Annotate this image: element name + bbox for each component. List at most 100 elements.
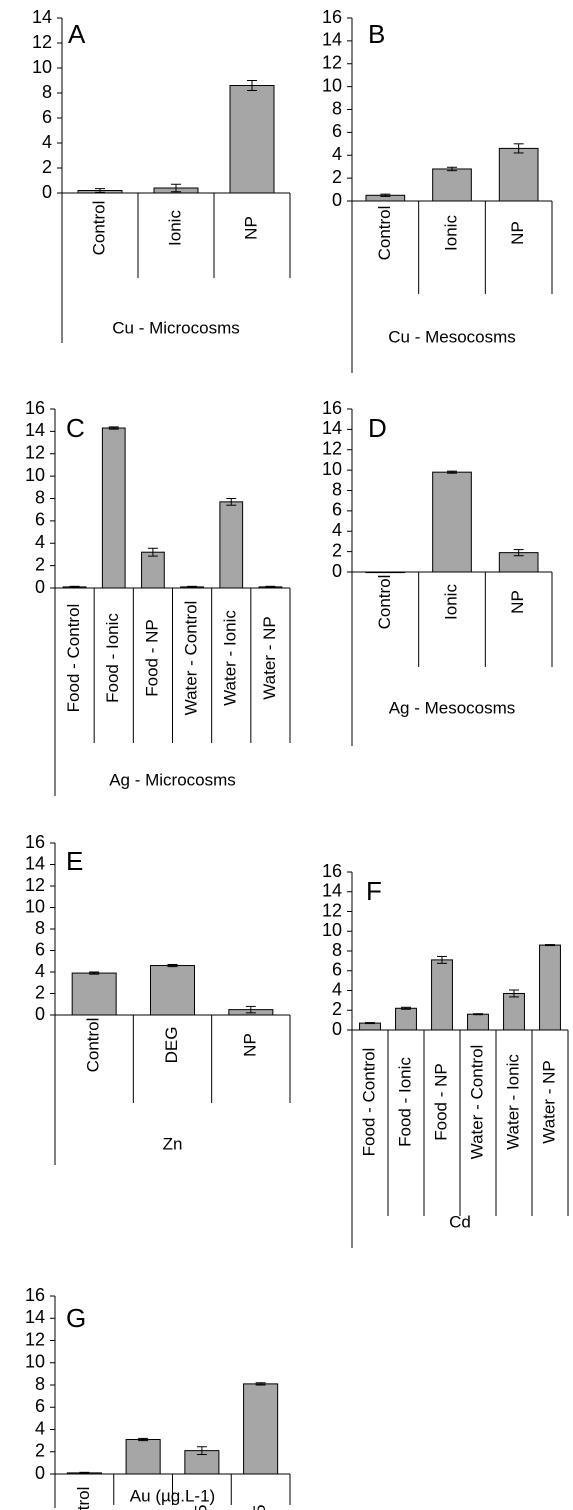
y-tick-label: 12 [25,443,45,463]
category-label: Water - Control [182,601,201,716]
y-tick-label: 12 [322,439,342,459]
group-label: Cu - Mesocosms [388,327,516,346]
y-tick-label: 16 [25,832,45,852]
bar-0 [365,571,406,574]
category-label: 45 [250,1505,269,1510]
y-tick-label: 6 [332,121,342,141]
bar-1 [101,427,126,589]
y-tick-label: 14 [322,881,342,901]
panel-letter-c: C [66,413,85,443]
y-tick-label: 12 [322,900,342,920]
y-tick-label: 12 [322,53,342,73]
y-tick-label: 14 [32,7,52,27]
bar-2 [141,551,165,589]
y-tick-label: 14 [25,853,45,873]
y-tick-label: 16 [25,398,45,418]
y-tick-label: 8 [35,918,45,938]
panel-a: A 0 2 4 6 8 10 12 14 Control Ionic NP Cu - Microcosm… [32,7,291,343]
group-label: Au (µg.L-1) [130,1486,215,1505]
y-tick-label: 16 [322,861,342,881]
y-tick-label: 6 [332,500,342,520]
y-tick-label: 6 [35,510,45,530]
category-label: Control [84,1018,103,1073]
category-label: Water - Control [467,1045,486,1160]
y-tick-label: 14 [25,420,45,440]
y-tick-label: 8 [332,479,342,499]
bar-0 [359,1022,381,1031]
y-tick-label: 12 [25,875,45,895]
y-tick-label: 6 [35,1396,45,1416]
y-tick-label: 10 [322,920,342,940]
panel-letter-g: G [66,1303,86,1333]
bar-0 [71,972,117,1016]
category-label: Control [89,201,108,256]
bar-4 [503,992,525,1031]
y-tick-label: 4 [332,144,342,164]
y-tick-label: 0 [35,1004,45,1024]
category-label: Control [375,206,394,261]
category-label: NP [241,216,260,240]
y-tick-label: 2 [332,999,342,1019]
y-tick-label: 4 [42,132,52,152]
category-label: Water - Ionic [503,1054,522,1150]
category-label: Water - Ionic [221,610,240,706]
y-tick-label: 0 [35,1463,45,1483]
y-tick-label: 16 [322,398,342,418]
y-tick-label: 10 [25,896,45,916]
category-label: NP [508,221,527,245]
bar-1 [432,471,472,573]
y-tick-label: 4 [35,1418,45,1438]
y-tick-label: 4 [332,979,342,999]
y-tick-label: 12 [25,1329,45,1349]
group-label: Ag - Microcosms [109,770,236,789]
y-tick-label: 2 [42,157,52,177]
y-tick-label: 10 [322,459,342,479]
category-label: NP [508,590,527,614]
bar-1 [125,1439,161,1475]
category-label: Control [74,1487,93,1510]
bar-3 [243,1383,279,1475]
y-tick-label: 2 [35,982,45,1002]
y-tick-label: 6 [42,107,52,127]
panel-letter-f: F [366,876,382,906]
bar-2 [498,147,539,202]
category-label: DEG [162,1027,181,1064]
y-tick-label: 14 [322,418,342,438]
panel-letter-e: E [66,846,83,876]
bar-2 [229,85,275,194]
category-label: Ionic [441,215,460,251]
y-tick-label: 10 [32,57,52,77]
group-label: Cd [449,1212,471,1231]
y-tick-label: 8 [332,98,342,118]
category-label: Water - NP [260,616,279,699]
y-tick-label: 12 [32,32,52,52]
y-tick-label: 16 [25,1285,45,1305]
category-label: Ionic [165,210,184,246]
category-label: Food - Control [359,1048,378,1157]
panel-letter-b: B [368,19,385,49]
category-label: Food - NP [431,1063,450,1140]
y-tick-label: 4 [35,961,45,981]
category-label: Control [375,575,394,630]
bar-1 [150,965,195,1016]
y-tick-label: 8 [42,82,52,102]
group-label: Ag - Mesocosms [389,698,516,717]
y-tick-label: 8 [35,1374,45,1394]
panel-g: G0246810121416Control51545Au (µg.L-1) [25,1285,291,1510]
bar-1 [432,168,472,202]
category-label: Food - Ionic [103,613,122,703]
y-tick-label: 10 [25,465,45,485]
category-label: Ionic [441,584,460,620]
y-tick-label: 0 [35,577,45,597]
y-tick-label: 14 [25,1307,45,1327]
category-label: Food - Control [64,604,83,713]
y-tick-label: 2 [35,1441,45,1461]
panel-letter-a: A [68,19,86,49]
y-tick-label: 0 [332,561,342,581]
